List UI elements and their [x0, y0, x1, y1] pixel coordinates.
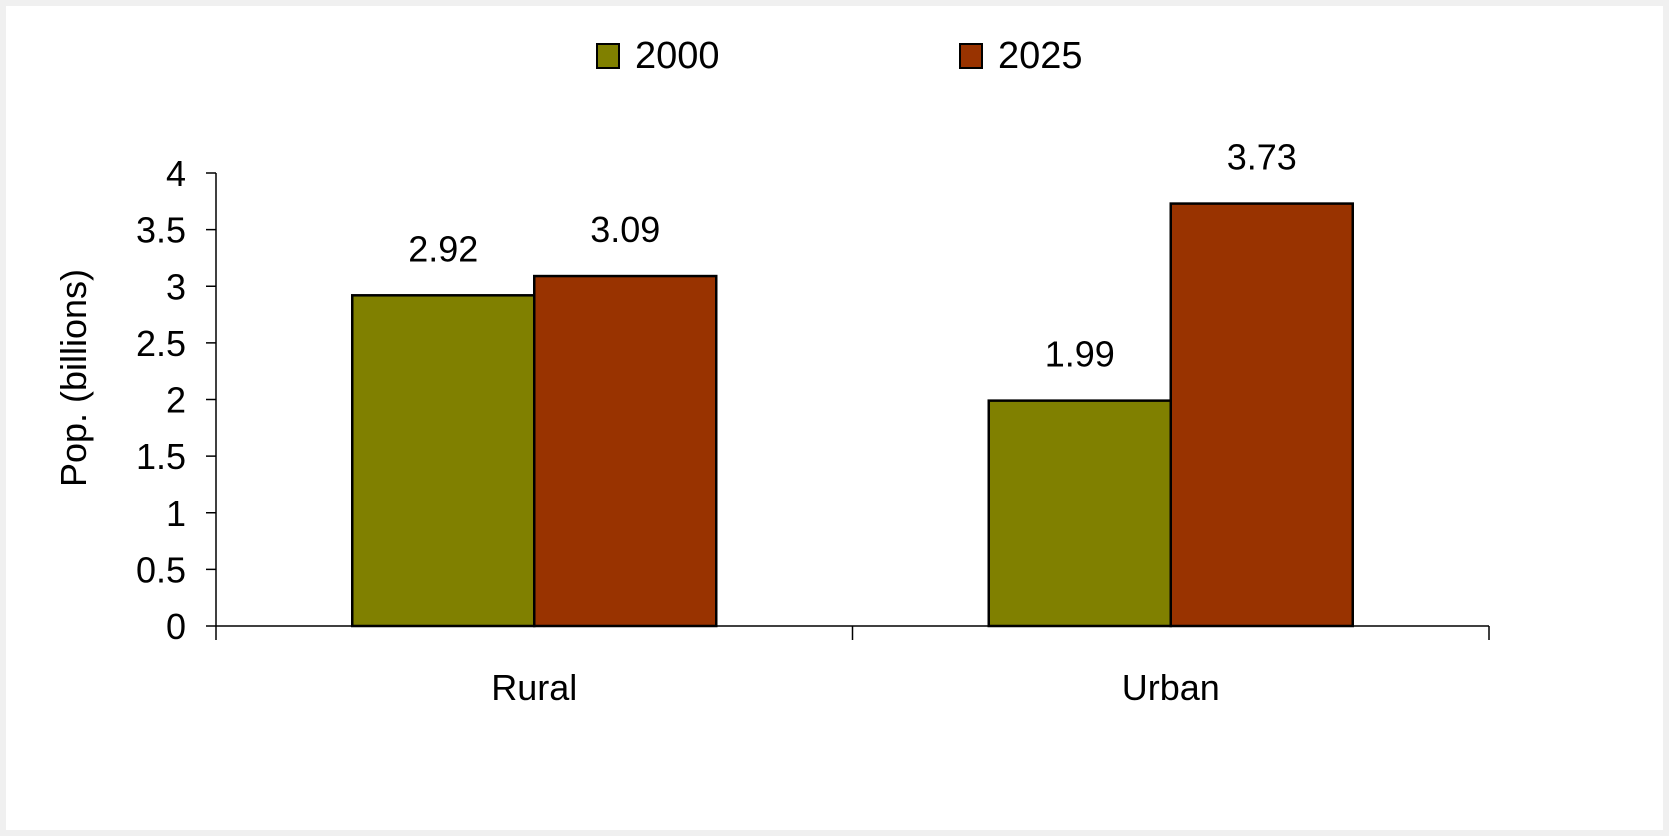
y-tick-label: 0.5 [136, 549, 186, 590]
bar-2025-urban [1169, 202, 1354, 628]
legend-swatch-2025 [959, 43, 983, 69]
bar-2025-rural [533, 274, 718, 628]
axes-group: 0 0.5 1 1.5 2 2.5 3 3.5 4 Rural Urban [136, 153, 1490, 708]
y-tick-label: 2.5 [136, 323, 186, 364]
legend: 2000 2025 [596, 35, 1083, 77]
y-tick-label: 1.5 [136, 436, 186, 477]
y-tick-label: 2 [166, 380, 186, 421]
y-tick-label: 1 [166, 493, 186, 534]
bars-group: 2.92 3.09 1.99 3.73 [351, 137, 1354, 628]
x-tick-label: Rural [491, 667, 577, 708]
bar-2000-urban [987, 399, 1172, 628]
data-label: 2.92 [408, 228, 478, 269]
legend-label: 2000 [635, 35, 720, 77]
data-label: 3.73 [1227, 137, 1297, 178]
legend-swatch-2000 [596, 43, 620, 69]
y-tick-label: 0 [166, 606, 186, 647]
data-label: 3.09 [590, 209, 660, 250]
data-label: 1.99 [1045, 334, 1115, 375]
bar-2000-rural [351, 294, 536, 628]
chart-area [6, 6, 1663, 830]
y-tick-label: 3.5 [136, 210, 186, 251]
x-tick-label: Urban [1122, 667, 1220, 708]
legend-label: 2025 [998, 35, 1083, 77]
y-tick-label: 3 [166, 266, 186, 307]
y-axis-label: Pop. (billions) [53, 269, 94, 487]
y-tick-label: 4 [166, 153, 186, 194]
